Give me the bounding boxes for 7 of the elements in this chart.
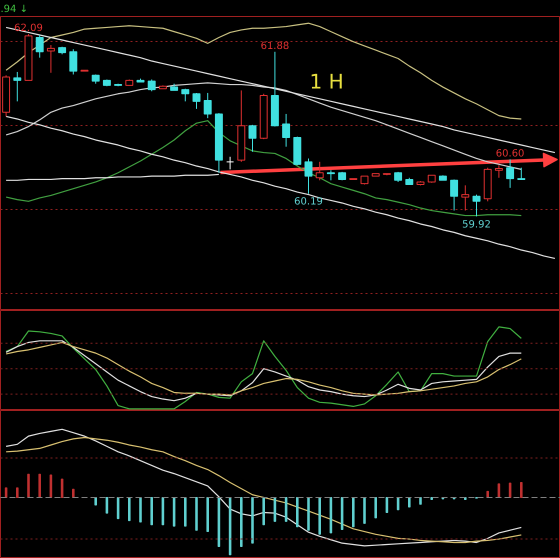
annotation: 61.88: [260, 40, 290, 52]
text: .94 ↓: [0, 4, 28, 15]
annotation: 60.19: [294, 196, 323, 208]
annotation: 1 H: [310, 70, 344, 94]
annotation: 59.92: [462, 219, 491, 230]
annotation: 60.60: [496, 148, 524, 160]
annotation: 62.09: [14, 23, 43, 34]
